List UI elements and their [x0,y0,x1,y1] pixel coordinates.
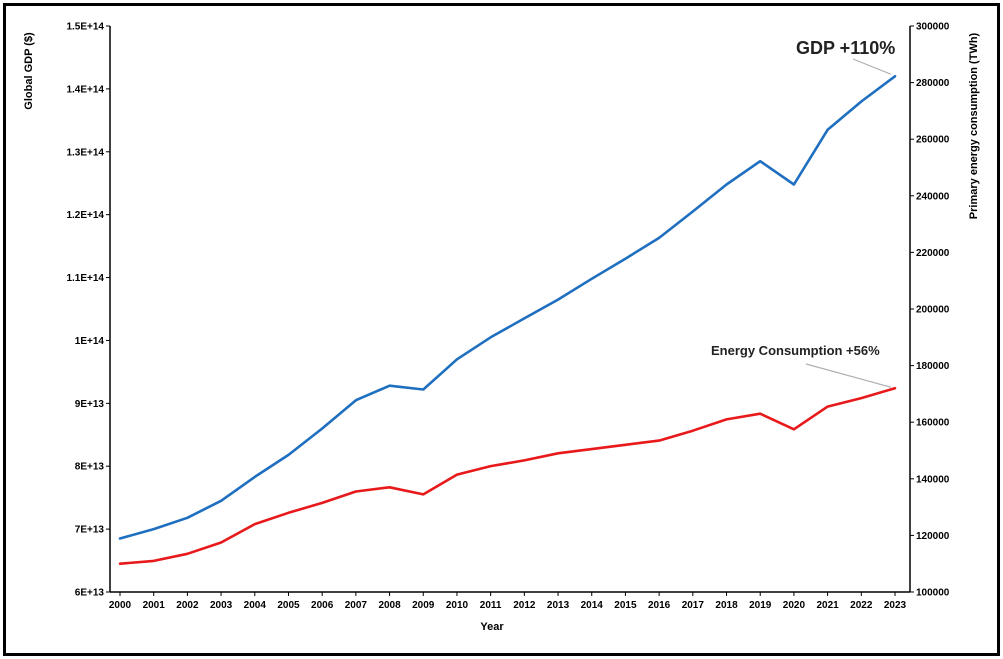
right-axis-ticks: 100000 120000 140000 160000 180000 200000 2200… [910,22,950,599]
left-tick-label: 6E+13 [75,588,105,599]
x-tick-label: 2012 [513,600,536,611]
annotation-energy-label: Energy Consumption +56% [711,343,880,358]
x-tick-label: 2018 [715,600,738,611]
annotation-layer: GDP +110% Energy Consumption +56% [711,38,895,388]
left-y-axis-title: Global GDP ($) [23,32,35,110]
left-tick-label: 1.5E+14 [66,22,104,33]
chart-frame: 6E+13 7E+13 8E+13 9E+13 1E+14 1.1E+14 1.2E+14 1… [3,3,1000,656]
x-tick-label: 2013 [547,600,570,611]
gdp-energy-line-chart: 6E+13 7E+13 8E+13 9E+13 1E+14 1.1E+14 1.2E+14 1… [23,22,980,634]
x-tick-label: 2011 [480,600,502,611]
right-tick-label: 280000 [916,78,950,89]
x-tick-label: 2017 [682,600,705,611]
left-tick-label: 1.2E+14 [66,210,104,221]
series-line-gdp [118,75,897,540]
right-tick-label: 120000 [916,531,950,542]
x-tick-label: 2005 [277,600,300,611]
x-tick-label: 2003 [210,600,233,611]
annotation-energy-leader [805,363,892,388]
left-tick-label: 8E+13 [75,462,105,473]
series-layer [118,75,897,566]
x-tick-label: 2002 [176,600,199,611]
left-tick-label: 1.3E+14 [66,147,104,158]
right-tick-label: 300000 [916,22,950,33]
x-tick-label: 2001 [143,600,166,611]
right-tick-label: 200000 [916,305,950,316]
left-axis-ticks: 6E+13 7E+13 8E+13 9E+13 1E+14 1.1E+14 1.2E+14 1… [66,22,110,599]
right-tick-label: 260000 [916,135,950,146]
right-tick-label: 180000 [916,361,950,372]
x-tick-label: 2010 [446,600,469,611]
x-tick-label: 2022 [850,600,873,611]
left-tick-label: 9E+13 [75,399,105,410]
left-tick-label: 7E+13 [75,525,105,536]
right-tick-label: 240000 [916,191,950,202]
right-tick-label: 160000 [916,418,950,429]
annotation-gdp-label: GDP +110% [796,38,895,58]
x-tick-label: 2014 [581,600,604,611]
axes-group [109,26,911,593]
x-tick-label: 2007 [345,600,368,611]
x-tick-label: 2006 [311,600,334,611]
x-tick-label: 2015 [614,600,637,611]
right-tick-label: 220000 [916,248,950,259]
left-tick-label: 1E+14 [75,336,105,347]
annotation-gdp-leader [852,58,892,75]
x-tick-label: 2008 [378,600,401,611]
x-tick-label: 2016 [648,600,671,611]
x-tick-label: 2023 [884,600,907,611]
x-tick-label: 2019 [749,600,772,611]
right-tick-label: 140000 [916,474,950,485]
x-tick-label: 2000 [109,600,132,611]
x-axis-title: Year [480,621,504,633]
right-tick-label: 100000 [916,588,950,599]
x-tick-label: 2009 [412,600,435,611]
x-tick-label: 2020 [783,600,806,611]
right-y-axis-title: Primary energy consumption (TWh) [968,32,980,219]
x-tick-label: 2021 [816,600,839,611]
x-axis-ticks: 2000 2001 2002 2003 2004 2005 2006 2007 2008 2009… [109,592,907,611]
x-tick-label: 2004 [244,600,267,611]
left-tick-label: 1.4E+14 [66,84,104,95]
series-line-energy [118,386,897,566]
left-tick-label: 1.1E+14 [66,273,104,284]
